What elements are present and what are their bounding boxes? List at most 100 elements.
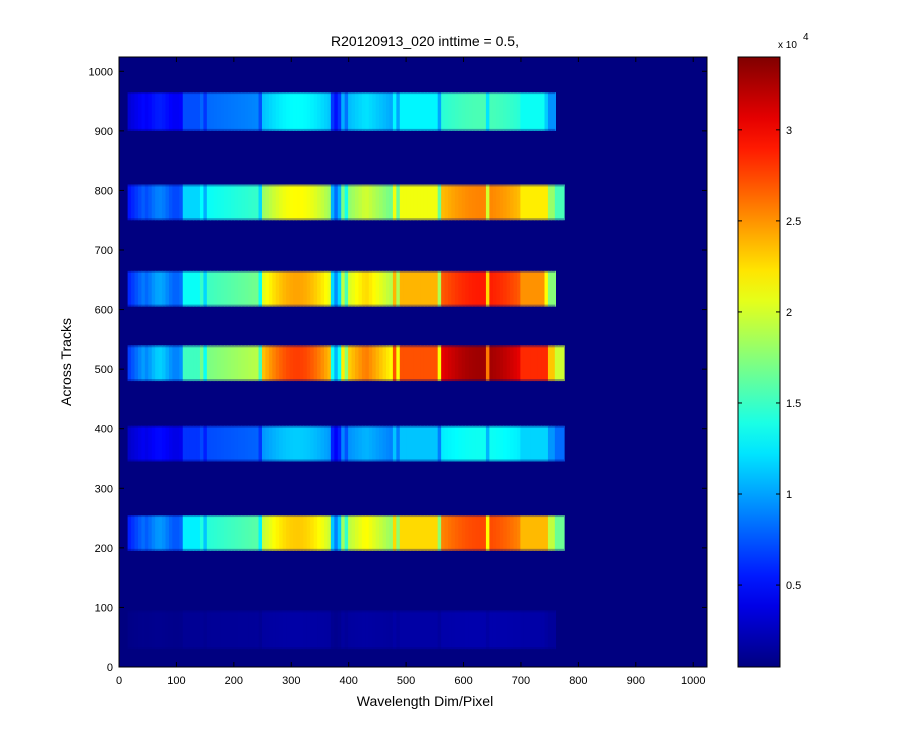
heatmap-cell — [503, 345, 508, 382]
heatmap-cell — [341, 184, 346, 221]
heatmap-cell — [396, 270, 401, 307]
heatmap-cell — [417, 184, 422, 221]
heatmap-cell — [131, 345, 136, 382]
heatmap-cell — [199, 184, 205, 221]
heatmap-cell — [437, 610, 442, 650]
heatmap-cell — [458, 345, 463, 382]
heatmap-cell — [382, 610, 387, 650]
heatmap-cell — [465, 610, 470, 650]
heatmap-cell — [186, 515, 191, 551]
heatmap-cell — [303, 515, 308, 551]
y-tick-label: 700 — [95, 245, 113, 257]
heatmap-cell — [144, 610, 149, 650]
heatmap-cell — [234, 92, 239, 131]
heatmap-cell — [379, 270, 384, 307]
heatmap-cell — [199, 425, 205, 462]
heatmap-cell — [368, 610, 373, 650]
heatmap-cell — [296, 610, 301, 650]
heatmap-cell — [406, 92, 411, 131]
heatmap-cell — [175, 425, 180, 462]
heatmap-cell — [296, 270, 301, 307]
heatmap-cell — [286, 610, 291, 650]
heatmap-cell — [348, 270, 353, 307]
heatmap-cell — [151, 92, 156, 131]
heatmap-cell — [234, 425, 239, 462]
heatmap-cell — [199, 345, 205, 382]
heatmap-cell — [513, 345, 518, 382]
heatmap-cell — [482, 610, 487, 650]
heatmap-cell — [213, 270, 218, 307]
heatmap-cell — [358, 184, 363, 221]
heatmap-cell — [423, 184, 428, 221]
heatmap-cell — [399, 345, 404, 382]
heatmap-cell — [461, 270, 466, 307]
heatmap-cell — [310, 92, 315, 131]
heatmap-cell — [341, 425, 346, 462]
heatmap-cell — [213, 515, 218, 551]
heatmap-cell — [310, 345, 315, 382]
heatmap-cell — [179, 270, 184, 307]
heatmap-cell — [344, 610, 349, 650]
heatmap-cell — [337, 92, 342, 131]
heatmap-cell — [496, 610, 501, 650]
heatmap-cell — [372, 184, 377, 221]
heatmap-cell — [255, 515, 260, 551]
heatmap-cell — [437, 345, 442, 382]
track-edge — [127, 610, 556, 613]
heatmap-cell — [227, 92, 232, 131]
heatmap-cell — [444, 515, 449, 551]
heatmap-cell — [448, 92, 453, 131]
heatmap-cell — [475, 425, 480, 462]
heatmap-cell — [420, 515, 425, 551]
heatmap-cell — [355, 270, 360, 307]
heatmap-cell — [175, 270, 180, 307]
heatmap-cell — [454, 515, 459, 551]
heatmap-cell — [237, 92, 242, 131]
heatmap-cell — [261, 610, 267, 650]
heatmap-cell — [206, 184, 211, 221]
heatmap-cell — [279, 184, 284, 221]
heatmap-cell — [330, 270, 335, 307]
heatmap-cell — [358, 270, 363, 307]
heatmap-cell — [547, 425, 552, 462]
heatmap-cell — [482, 425, 487, 462]
heatmap-cell — [503, 610, 508, 650]
heatmap-cell — [420, 610, 425, 650]
heatmap-cell — [410, 515, 415, 551]
x-axis: 0 100 200 300 400 500 600 700 800 900 1000 — [116, 57, 705, 687]
heatmap-cell — [182, 345, 187, 382]
track-edge — [127, 184, 565, 187]
heatmap-cell — [399, 425, 404, 462]
heatmap-cell — [303, 184, 308, 221]
heatmap-cell — [220, 92, 225, 131]
heatmap-cell — [468, 270, 473, 307]
heatmap-cell — [482, 270, 487, 307]
heatmap-cell — [182, 270, 187, 307]
heatmap-cell — [255, 184, 260, 221]
heatmap-cell — [268, 92, 273, 131]
heatmap-cell — [448, 425, 453, 462]
heatmap-cell — [203, 92, 208, 131]
heatmap-cell — [372, 515, 377, 551]
heatmap-cell — [520, 345, 525, 382]
heatmap-cell — [186, 425, 191, 462]
heatmap-cell — [258, 184, 263, 221]
heatmap-cell — [379, 425, 384, 462]
heatmap-cell — [541, 92, 546, 131]
heatmap-cell — [324, 345, 329, 382]
heatmap-cell — [365, 515, 370, 551]
heatmap-cell — [203, 425, 208, 462]
heatmap-cell — [520, 515, 525, 551]
heatmap-cell — [251, 610, 256, 650]
heatmap-cell — [434, 610, 439, 650]
heatmap-cell — [389, 92, 394, 131]
heatmap-cell — [503, 515, 508, 551]
heatmap-cell — [361, 610, 366, 650]
heatmap-cell — [534, 184, 539, 221]
y-axis-title: Across Tracks — [58, 318, 74, 406]
heatmap-cell — [348, 92, 353, 131]
heatmap-cell — [165, 345, 170, 382]
heatmap-cell — [427, 184, 432, 221]
heatmap-cell — [516, 345, 521, 382]
heatmap-cell — [513, 425, 518, 462]
